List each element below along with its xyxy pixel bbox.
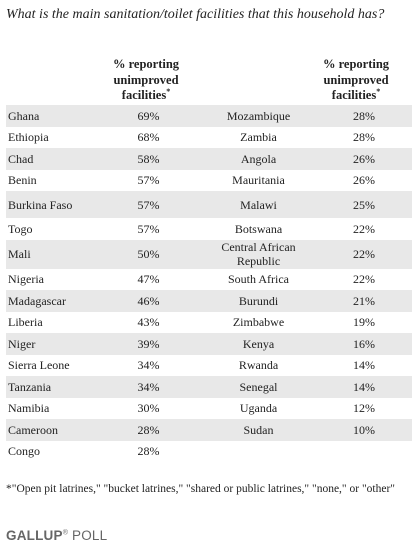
country-name-left: Ethiopia xyxy=(8,130,49,145)
country-name-left: Togo xyxy=(8,221,33,236)
logo-registered-mark: ® xyxy=(62,529,69,537)
table-row: Congo 28% xyxy=(6,441,412,463)
logo-brand: GALLUP xyxy=(6,528,63,543)
country-name-left: Niger xyxy=(8,336,36,351)
table-row: Madagascar 46% Burundi 21% xyxy=(6,290,412,312)
country-name-left: Benin xyxy=(8,173,37,188)
value-right: 14% xyxy=(353,379,375,394)
country-name-left: Liberia xyxy=(8,315,43,330)
value-left: 30% xyxy=(137,401,160,416)
table-row: Nigeria 47% South Africa 22% xyxy=(6,269,412,291)
gallup-poll-logo: GALLUP® POLL xyxy=(6,528,107,543)
value-left: 43% xyxy=(137,315,160,330)
country-name-right: Burundi xyxy=(238,293,279,308)
country-name-left: Congo xyxy=(8,444,41,459)
value-left: 58% xyxy=(137,151,160,166)
table-row: Niger 39% Kenya 16% xyxy=(6,333,412,355)
country-name-right: Zambia xyxy=(240,130,277,145)
results-table: Ghana 69% Mozambique 28% Ethiopia 68% Zambia 28… xyxy=(6,105,412,462)
country-name-right: Sudan xyxy=(243,422,274,437)
table-row: Liberia 43% Zimbabwe 19% xyxy=(6,312,412,334)
column-header-left-text: % reporting unimproved facilities xyxy=(112,57,180,102)
country-name-left: Ghana xyxy=(8,108,40,123)
country-name-left: Sierra Leone xyxy=(8,358,70,373)
column-header-right-note: * xyxy=(376,86,381,96)
value-right: 28% xyxy=(353,108,375,123)
column-header-right-text: % reporting unimproved facilities xyxy=(322,57,390,102)
value-right: 16% xyxy=(353,336,375,351)
country-name-left: Burkina Faso xyxy=(8,197,73,212)
country-name-right: Mauritania xyxy=(232,173,285,188)
country-name-right: Zimbabwe xyxy=(232,315,285,330)
value-left: 34% xyxy=(137,358,160,373)
column-header-left-note: * xyxy=(166,86,171,96)
country-name-right: Central African Republic xyxy=(221,240,296,268)
column-header-left: % reporting unimproved facilities* xyxy=(90,57,202,104)
value-left: 68% xyxy=(137,130,160,145)
value-right: 14% xyxy=(353,358,375,373)
country-name-right: Rwanda xyxy=(238,358,279,373)
value-left: 46% xyxy=(137,293,160,308)
value-right: 10% xyxy=(353,422,375,437)
value-right: 25% xyxy=(353,197,375,212)
country-name-right: Angola xyxy=(240,151,277,166)
value-left: 57% xyxy=(137,197,160,212)
country-name-left: Tanzania xyxy=(8,379,52,394)
value-left: 39% xyxy=(137,336,160,351)
table-row: Mali 50% Central African Republic 22% xyxy=(6,239,412,269)
country-name-left: Mali xyxy=(8,247,31,261)
country-name-right: Mozambique xyxy=(226,108,291,123)
value-left: 28% xyxy=(137,422,160,437)
country-name-right: Kenya xyxy=(242,336,275,351)
country-name-left: Madagascar xyxy=(8,293,66,308)
country-name-left: Cameroon xyxy=(8,422,58,437)
value-right: 26% xyxy=(353,173,375,188)
value-right: 12% xyxy=(353,401,375,416)
table-row: Sierra Leone 34% Rwanda 14% xyxy=(6,355,412,377)
value-left: 50% xyxy=(137,247,160,261)
country-name-right: Uganda xyxy=(239,401,278,416)
country-name-right: South Africa xyxy=(228,272,289,287)
table-row: Ghana 69% Mozambique 28% xyxy=(6,105,412,127)
table-row: Tanzania 34% Senegal 14% xyxy=(6,376,412,398)
question-text: What is the main sanitation/toilet facil… xyxy=(6,7,385,22)
value-right: 22% xyxy=(353,247,375,261)
table-row: Burkina Faso 57% Malawi 25% xyxy=(6,191,412,218)
value-left: 69% xyxy=(137,108,160,123)
footnote: *"Open pit latrines," "bucket latrines,"… xyxy=(6,483,395,495)
table-row: Cameroon 28% Sudan 10% xyxy=(6,419,412,441)
table-row: Namibia 30% Uganda 12% xyxy=(6,398,412,420)
country-name-left: Chad xyxy=(8,151,34,166)
value-right: 22% xyxy=(353,272,375,287)
value-left: 34% xyxy=(137,379,160,394)
value-right: 28% xyxy=(353,130,375,145)
table-row: Togo 57% Botswana 22% xyxy=(6,218,412,240)
table-row: Benin 57% Mauritania 26% xyxy=(6,170,412,192)
country-name-left: Nigeria xyxy=(8,272,44,287)
column-header-right: % reporting unimproved facilities* xyxy=(300,57,412,104)
value-right: 19% xyxy=(353,315,375,330)
value-left: 57% xyxy=(137,221,160,236)
value-right: 21% xyxy=(353,293,375,308)
country-name-right: Botswana xyxy=(234,221,283,236)
value-left: 57% xyxy=(137,173,160,188)
value-left: 28% xyxy=(137,444,160,459)
country-name-right: Malawi xyxy=(240,197,277,212)
country-name-right: Senegal xyxy=(239,379,278,394)
value-right: 26% xyxy=(353,151,375,166)
value-right: 22% xyxy=(353,221,375,236)
table-row: Ethiopia 68% Zambia 28% xyxy=(6,127,412,149)
table-row: Chad 58% Angola 26% xyxy=(6,148,412,170)
country-name-left: Namibia xyxy=(8,401,50,416)
logo-suffix: POLL xyxy=(72,528,108,543)
value-left: 47% xyxy=(137,272,160,287)
